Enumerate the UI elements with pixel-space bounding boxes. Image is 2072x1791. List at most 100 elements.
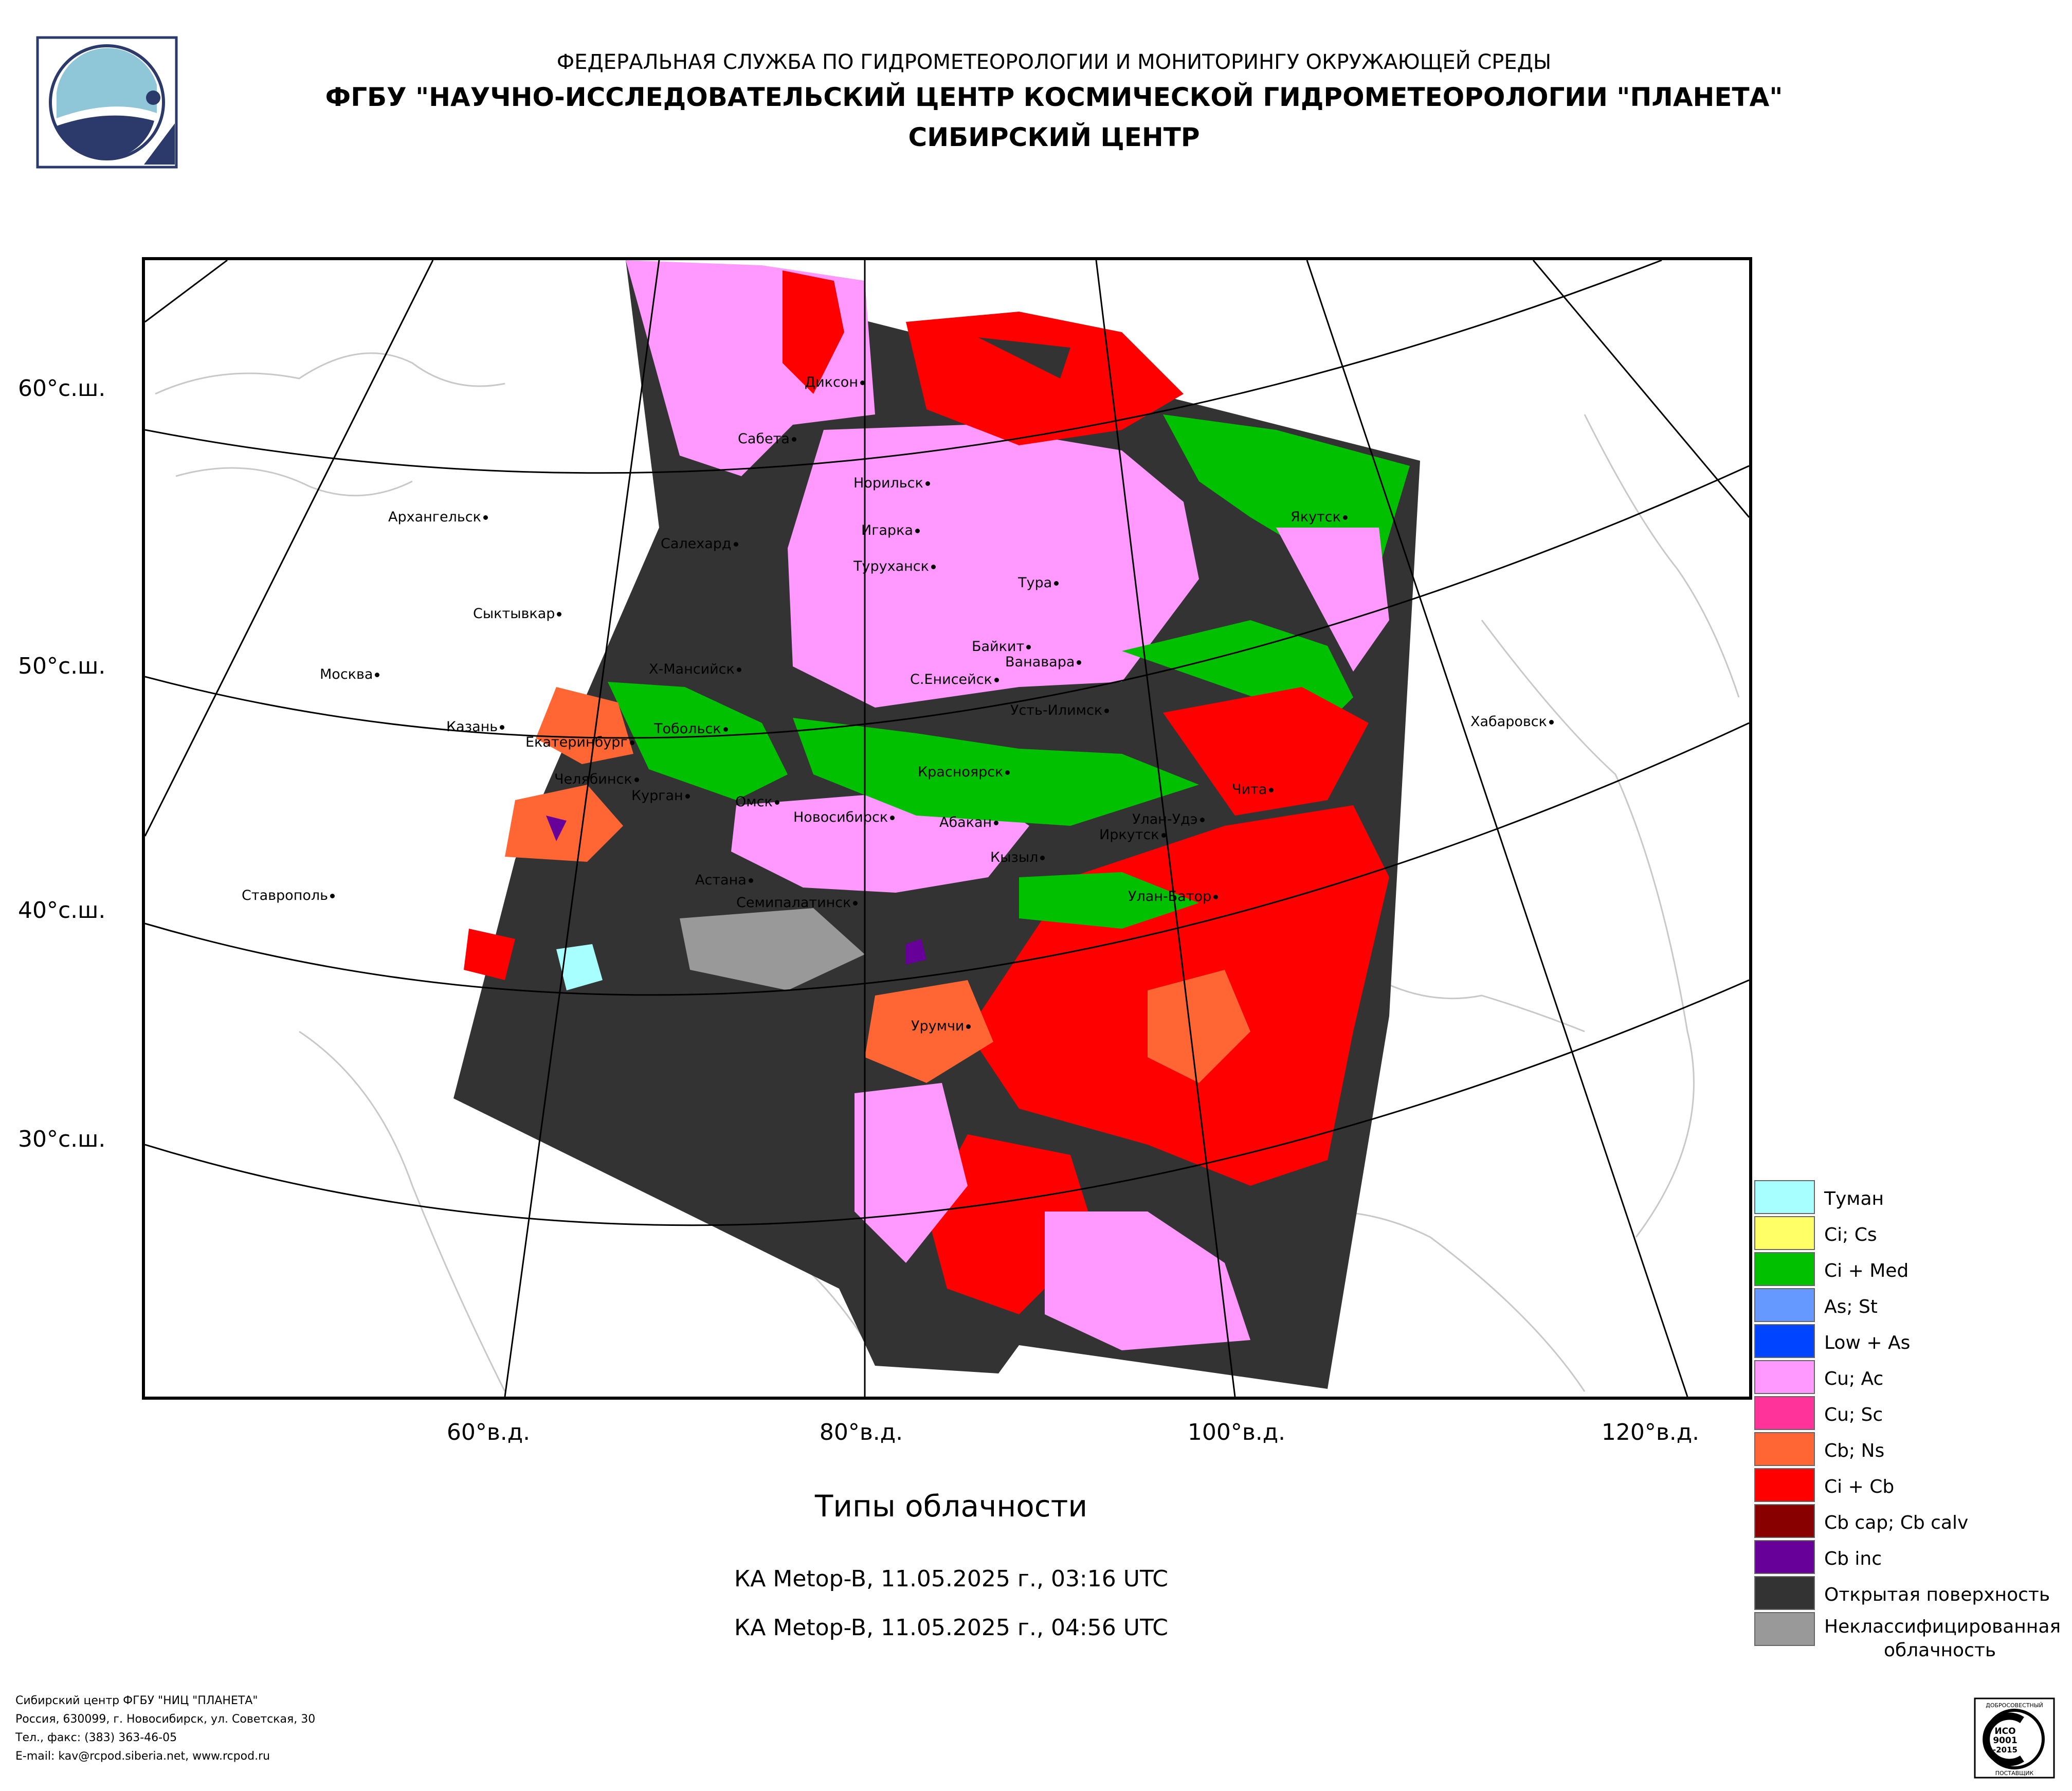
cloud-type-map — [142, 257, 1752, 1400]
legend-swatch — [1754, 1288, 1815, 1322]
legend-swatch — [1754, 1540, 1815, 1574]
city-label: Тура — [1018, 575, 1059, 591]
city-label: Красноярск — [918, 764, 1010, 780]
city-label: Иркутск — [1099, 827, 1166, 843]
lat-label-50: 50°с.ш. — [18, 653, 106, 679]
city-label: Кызыл — [990, 849, 1045, 865]
legend-label: Cb cap; Cb calv — [1824, 1512, 1969, 1533]
legend-item-as-st: As; St — [1754, 1288, 2068, 1324]
city-label: Москва — [320, 666, 380, 682]
legend-label: Cb; Ns — [1824, 1440, 1885, 1461]
cloud-type-legend: Туман Ci; Cs Ci + Med As; St Low + As Cu… — [1754, 1180, 2068, 1674]
city-label: Астана — [695, 872, 753, 888]
city-label: Архангельск — [388, 509, 488, 525]
footer-line: Тел., факс: (383) 363-46-05 — [15, 1731, 177, 1744]
legend-swatch — [1754, 1576, 1815, 1610]
lon-label-100: 100°в.д. — [1187, 1419, 1286, 1445]
city-label: Сабета — [738, 431, 796, 447]
legend-label: Cu; Sc — [1824, 1404, 1883, 1425]
legend-label: As; St — [1824, 1296, 1878, 1317]
legend-swatch — [1754, 1216, 1815, 1250]
legend-item-low-as: Low + As — [1754, 1324, 2068, 1360]
city-label: Абакан — [939, 815, 999, 830]
lat-label-30: 30°с.ш. — [18, 1126, 106, 1152]
city-label: Туруханск — [853, 558, 936, 574]
city-label: Челябинск — [554, 771, 639, 787]
legend-label: Cu; Ac — [1824, 1368, 1884, 1389]
legend-swatch — [1754, 1432, 1815, 1466]
legend-swatch — [1754, 1396, 1815, 1430]
legend-swatch — [1754, 1180, 1815, 1214]
city-label: Семипалатинск — [736, 895, 858, 911]
city-label: Чита — [1232, 782, 1274, 798]
city-label: Урумчи — [911, 1018, 971, 1034]
city-label: Новосибирск — [793, 809, 895, 825]
legend-swatch — [1754, 1504, 1815, 1538]
city-label: Ставрополь — [242, 888, 335, 903]
contact-footer: Сибирский центр ФГБУ "НИЦ "ПЛАНЕТА" Росс… — [15, 1692, 315, 1766]
legend-label: Открытая поверхность — [1824, 1584, 2050, 1605]
city-label: Салехард — [661, 536, 738, 552]
iso-certification-badge: ДОБРОСОВЕСТНЫЙ ИСО 9001 -2015 ПОСТАВЩИК — [1973, 1697, 2056, 1779]
city-label: Ванавара — [1005, 654, 1082, 670]
legend-item-ci-med: Ci + Med — [1754, 1252, 2068, 1288]
footer-line: E-mail: kav@rcpod.siberia.net, www.rcpod… — [15, 1750, 270, 1763]
legend-swatch — [1754, 1612, 1815, 1646]
legend-label: Ci + Cb — [1824, 1476, 1895, 1497]
city-label: Х-Мансийск — [649, 661, 741, 677]
city-label: Сыктывкар — [473, 606, 562, 622]
legend-item-ci-cb: Ci + Cb — [1754, 1468, 2068, 1504]
city-label: Курган — [631, 788, 690, 804]
city-label: Улан-Удэ — [1132, 811, 1205, 827]
legend-swatch — [1754, 1324, 1815, 1358]
agency-name: ФЕДЕРАЛЬНАЯ СЛУЖБА ПО ГИДРОМЕТЕОРОЛОГИИ … — [556, 50, 1552, 74]
city-label: Хабаровск — [1470, 714, 1554, 730]
city-label: Улан-Батор — [1128, 889, 1219, 904]
legend-swatch — [1754, 1468, 1815, 1502]
satellite-pass-1: КА Metop-B, 11.05.2025 г., 03:16 UTC — [734, 1566, 1168, 1592]
legend-swatch — [1754, 1360, 1815, 1394]
city-label: Якутск — [1291, 509, 1348, 525]
lon-label-80: 80°в.д. — [819, 1419, 903, 1445]
lat-label-40: 40°с.ш. — [18, 897, 106, 924]
legend-item-cu-ac: Cu; Ac — [1754, 1360, 2068, 1396]
legend-label: Low + As — [1824, 1332, 1911, 1353]
legend-label: Неклассифицированная облачность — [1824, 1616, 2061, 1661]
city-label: Тобольск — [654, 721, 728, 737]
iso-badge-bottom: ПОСТАВЩИК — [1995, 1770, 2034, 1777]
map-title: Типы облачности — [814, 1489, 1088, 1524]
lat-label-60: 60°с.ш. — [18, 375, 106, 402]
organization-name: ФГБУ "НАУЧНО-ИССЛЕДОВАТЕЛЬСКИЙ ЦЕНТР КОС… — [325, 82, 1783, 112]
city-label: Норильск — [853, 475, 930, 491]
footer-line: Сибирский центр ФГБУ "НИЦ "ПЛАНЕТА" — [15, 1694, 258, 1707]
lon-label-120: 120°в.д. — [1601, 1419, 1700, 1445]
planeta-logo — [36, 36, 178, 169]
city-label: Усть-Илимск — [1010, 702, 1110, 718]
lon-label-60: 60°в.д. — [446, 1419, 531, 1445]
legend-item-ci-cs: Ci; Cs — [1754, 1216, 2068, 1252]
city-label: Екатеринбург — [525, 734, 634, 750]
legend-swatch — [1754, 1252, 1815, 1286]
footer-line: Россия, 630099, г. Новосибирск, ул. Сове… — [15, 1713, 316, 1726]
legend-label: Туман — [1824, 1188, 1884, 1209]
iso-badge-top: ДОБРОСОВЕСТНЫЙ — [1986, 1702, 2043, 1709]
iso-badge-line1: ИСО — [1994, 1726, 2015, 1736]
legend-label: Cb inc — [1824, 1548, 1882, 1569]
legend-item-cb-ns: Cb; Ns — [1754, 1432, 2068, 1468]
city-label: С.Енисейск — [910, 672, 999, 688]
satellite-pass-2: КА Metop-B, 11.05.2025 г., 04:56 UTC — [734, 1615, 1168, 1641]
legend-item-cb-cap: Cb cap; Cb calv — [1754, 1504, 2068, 1540]
city-label: Казань — [446, 719, 505, 735]
city-label: Диксон — [805, 374, 865, 390]
city-label: Байкит — [972, 639, 1031, 655]
legend-item-cu-sc: Cu; Sc — [1754, 1396, 2068, 1432]
legend-item-unclassified: Неклассифицированная облачность — [1754, 1612, 2068, 1674]
iso-badge-line2: 9001 — [1993, 1735, 2017, 1746]
city-label: Игарка — [861, 522, 920, 538]
legend-label: Ci + Med — [1824, 1260, 1909, 1281]
legend-item-cb-inc: Cb inc — [1754, 1540, 2068, 1576]
iso-badge-line3: -2015 — [1993, 1745, 2018, 1754]
city-label: Омск — [735, 794, 779, 810]
center-name: СИБИРСКИЙ ЦЕНТР — [908, 122, 1200, 152]
legend-item-open-surface: Открытая поверхность — [1754, 1576, 2068, 1612]
